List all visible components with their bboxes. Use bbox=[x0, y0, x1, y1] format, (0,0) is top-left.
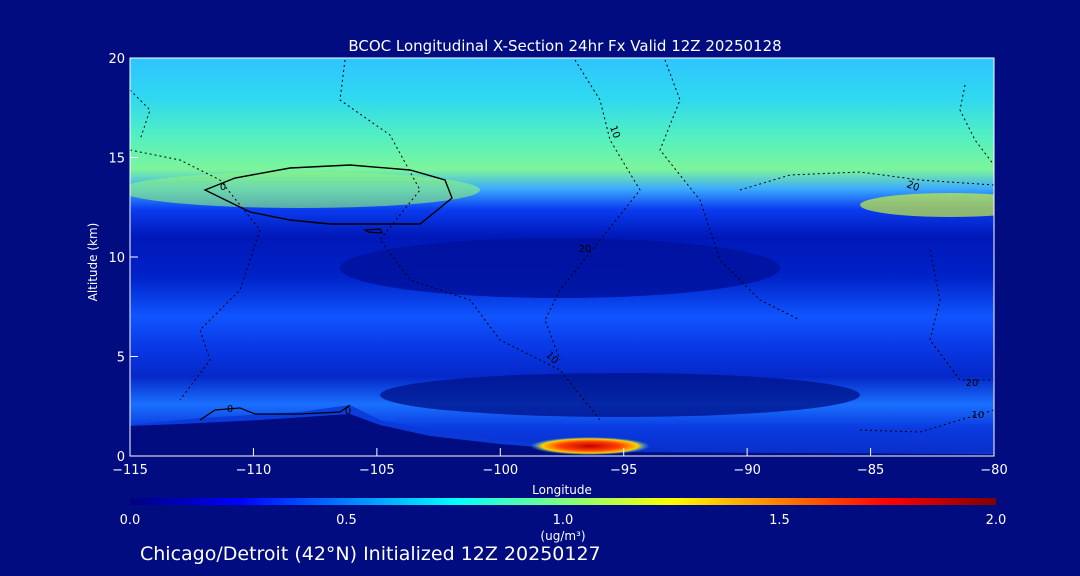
chart-title: BCOC Longitudinal X-Section 24hr Fx Vali… bbox=[348, 37, 781, 55]
x-axis-label: Longitude bbox=[532, 483, 592, 497]
x-tick-label: −95 bbox=[610, 463, 637, 478]
x-tick-label: −115 bbox=[112, 463, 148, 478]
colorbar-tick-label: 0.0 bbox=[120, 513, 141, 528]
plot-area bbox=[130, 58, 994, 456]
y-axis: 0 5 10 15 20 bbox=[108, 52, 138, 465]
x-tick-label: −85 bbox=[857, 463, 884, 478]
zero-contour-upper bbox=[203, 164, 453, 225]
footer-caption: Chicago/Detroit (42°N) Initialized 12Z 2… bbox=[140, 543, 601, 565]
x-tick-label: −105 bbox=[359, 463, 395, 478]
contour-label: 20 bbox=[579, 244, 592, 255]
y-tick-label: 5 bbox=[117, 351, 125, 366]
colorbar bbox=[130, 498, 996, 505]
contour-label: 20 bbox=[966, 378, 979, 389]
colorbar-unit-label: (ug/m³) bbox=[540, 529, 585, 543]
y-tick-label: 0 bbox=[117, 450, 125, 465]
contour-label: 20 bbox=[905, 179, 921, 194]
y-axis-label: Altitude (km) bbox=[86, 223, 100, 302]
colorbar-ticks: 0.0 0.5 1.0 1.5 2.0 bbox=[120, 513, 1007, 528]
temperature-contour-3 bbox=[659, 59, 801, 321]
y-tick-label: 20 bbox=[108, 52, 125, 67]
colorbar-tick-label: 0.5 bbox=[336, 513, 357, 528]
contour-label: 10 bbox=[972, 410, 985, 421]
zero-contour-lower bbox=[199, 404, 351, 421]
x-tick-label: −80 bbox=[980, 463, 1007, 478]
contour-label: 0 bbox=[220, 182, 226, 193]
y-tick-label: 15 bbox=[108, 152, 125, 167]
low-concentration-region bbox=[340, 238, 780, 298]
x-tick-label: −110 bbox=[236, 463, 272, 478]
lower-dark-region bbox=[380, 373, 860, 417]
temperature-contour-7 bbox=[130, 149, 261, 401]
x-tick-label: −90 bbox=[733, 463, 760, 478]
contour-label: 0 bbox=[345, 406, 351, 417]
contour-label: 0 bbox=[227, 404, 233, 415]
contour-label: 10 bbox=[607, 124, 622, 140]
temperature-contour-9 bbox=[859, 409, 994, 433]
terrain bbox=[130, 414, 994, 456]
x-tick-label: −100 bbox=[482, 463, 518, 478]
upper-layer-maximum bbox=[130, 172, 480, 208]
x-axis: −115 −110 −105 −100 −95 −90 −85 −80 bbox=[112, 448, 1008, 478]
temperature-contour-1 bbox=[339, 59, 601, 421]
colorbar-tick-label: 1.5 bbox=[769, 513, 790, 528]
colorbar-tick-label: 2.0 bbox=[986, 513, 1007, 528]
surface-maximum-plume bbox=[530, 437, 650, 455]
colorbar-tick-label: 1.0 bbox=[553, 513, 574, 528]
upper-layer-east bbox=[860, 193, 994, 217]
y-tick-label: 10 bbox=[108, 251, 125, 266]
zero-contour-small bbox=[363, 228, 384, 234]
